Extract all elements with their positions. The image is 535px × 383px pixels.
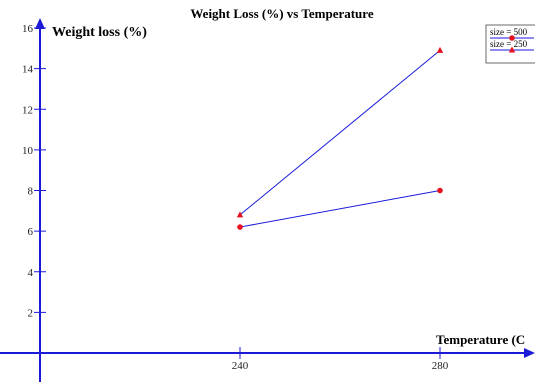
y-tick-label: 14 — [22, 64, 34, 76]
series-2 — [236, 46, 444, 218]
legend-label: size = 500 — [490, 27, 528, 37]
x-axis-arrow — [524, 348, 535, 358]
y-tick-label: 6 — [28, 226, 34, 238]
data-point — [437, 187, 443, 194]
series-line — [239, 190, 441, 228]
x-axis-label: Temperature (C — [436, 332, 525, 347]
y-axis-label: Weight loss (%) — [52, 25, 147, 40]
y-tick-label: 4 — [28, 267, 34, 279]
chart-title: Weight Loss (%) vs Temperature — [190, 6, 373, 21]
y-tick-label: 8 — [28, 186, 34, 198]
legend-marker — [509, 35, 515, 41]
y-tick-label: 10 — [22, 145, 34, 157]
series-1 — [237, 187, 443, 230]
x-tick-label: 240 — [232, 360, 249, 372]
legend: size = 500 size = 250 — [485, 24, 535, 64]
data-point — [237, 224, 243, 230]
series-line — [239, 49, 441, 216]
x-tick-label: 280 — [432, 360, 449, 372]
y-tick-label: 12 — [22, 104, 33, 116]
y-tick-label: 16 — [22, 23, 34, 35]
y-tick-label: 2 — [28, 307, 34, 319]
legend-label: size = 250 — [490, 39, 528, 49]
legend-box — [485, 24, 535, 64]
legend-marker — [508, 46, 516, 53]
data-point — [436, 46, 444, 53]
y-axis-arrow — [35, 18, 45, 29]
axes: 2 4 6 8 10 12 14 16 240 280 Weight loss (%) Tempera… — [0, 18, 535, 382]
data-point — [236, 211, 244, 218]
series-layer — [236, 46, 444, 230]
